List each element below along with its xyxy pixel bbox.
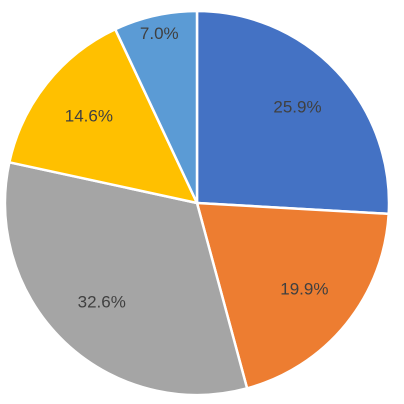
data-label: 19.9% [280, 280, 328, 299]
data-label: 32.6% [78, 293, 126, 312]
pie-slice [195, 9, 391, 216]
data-label: 25.9% [273, 98, 321, 117]
pie-slice [195, 201, 391, 390]
pie-slice [7, 27, 200, 205]
data-label: 7.0% [140, 24, 179, 43]
data-label: 14.6% [65, 106, 113, 125]
pie-slice [113, 9, 199, 204]
pie-slice [3, 160, 249, 397]
